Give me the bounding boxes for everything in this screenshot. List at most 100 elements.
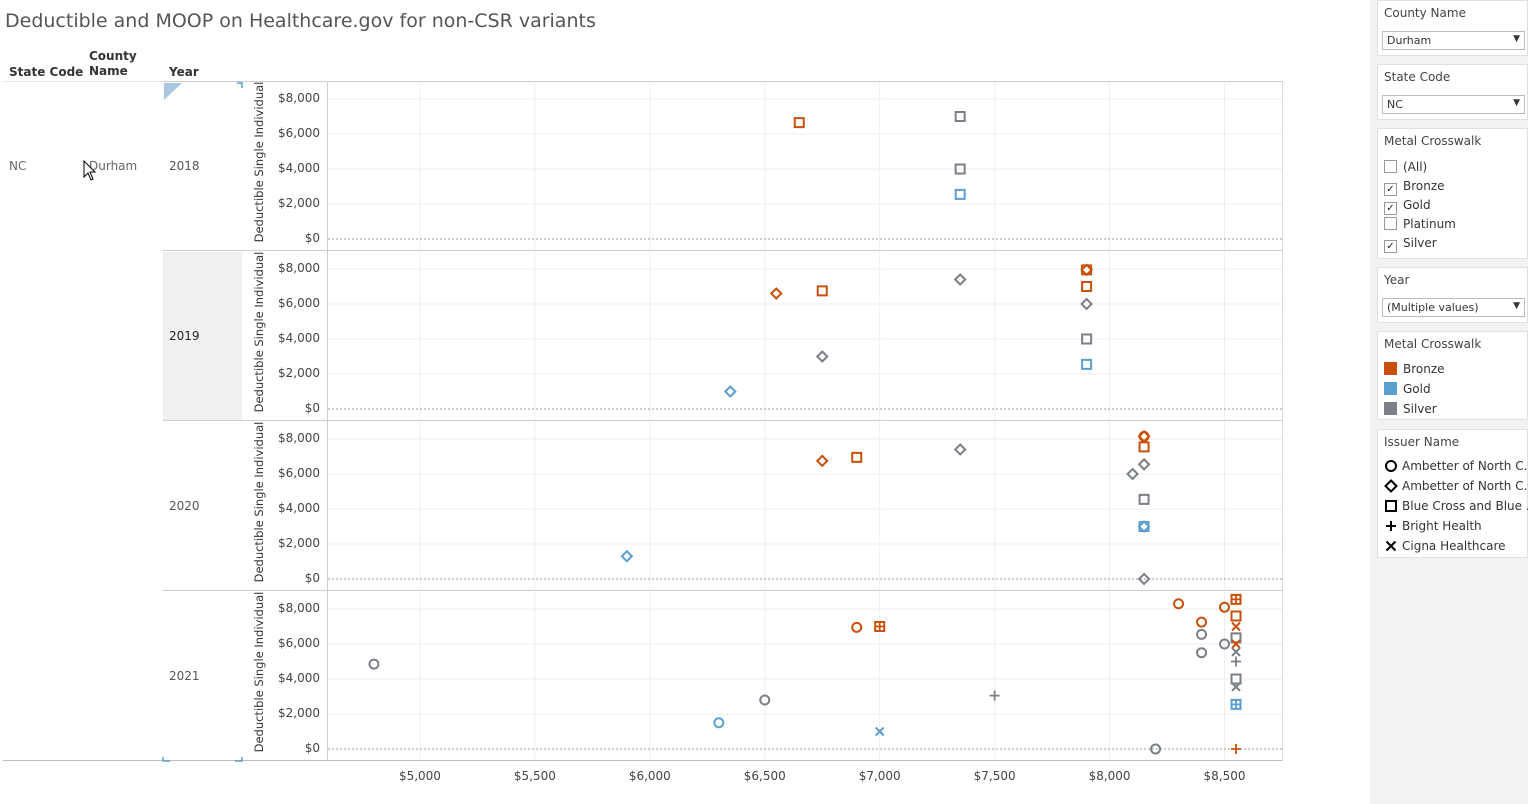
silver-square-point[interactable] xyxy=(954,163,966,175)
silver-plus-point[interactable] xyxy=(989,690,1000,701)
row-county-name[interactable]: Durham xyxy=(89,159,138,173)
row-state-code[interactable]: NC xyxy=(9,159,27,173)
legend-item-issuer-4[interactable]: Bright Health xyxy=(1384,519,1482,537)
checkbox[interactable] xyxy=(1384,217,1397,230)
silver-circle-point[interactable] xyxy=(1196,628,1208,640)
bronze-diamond-point[interactable] xyxy=(769,287,783,300)
metal-option-bronze[interactable]: ✓ Bronze xyxy=(1384,179,1445,197)
y-tick-label: $0 xyxy=(304,741,320,755)
silver-square-point[interactable] xyxy=(1138,493,1150,505)
y-tick-label: $4,000 xyxy=(278,161,320,175)
silver-diamond-point[interactable] xyxy=(953,273,967,286)
checkbox-checked[interactable]: ✓ xyxy=(1384,202,1397,215)
silver-circle-point[interactable] xyxy=(759,694,771,706)
x-tick-label: $8,000 xyxy=(1088,769,1131,783)
legend-item-silver[interactable]: Silver xyxy=(1384,402,1437,420)
checkbox-checked[interactable]: ✓ xyxy=(1384,183,1397,196)
legend-item-issuer-5[interactable]: Cigna Healthcare xyxy=(1384,539,1506,557)
square-shape-icon xyxy=(1385,500,1397,512)
metal-option-gold[interactable]: ✓ Gold xyxy=(1384,198,1431,216)
state-filter-value: NC xyxy=(1387,98,1403,111)
bronze-cross-point[interactable] xyxy=(1231,621,1241,632)
bronze-square-point[interactable] xyxy=(851,451,863,463)
silver-diamond-point[interactable] xyxy=(953,443,967,456)
silver-square-point[interactable] xyxy=(1081,333,1093,345)
bronze-square-point[interactable] xyxy=(1081,281,1093,292)
metal-option-silver[interactable]: ✓ Silver xyxy=(1384,236,1437,254)
silver-diamond-point[interactable] xyxy=(815,350,829,363)
metal-filter-card: Metal Crosswalk (All) ✓ Bronze ✓ Gold Plat… xyxy=(1377,128,1528,259)
bronze-plus-point[interactable] xyxy=(1231,744,1242,754)
silver-circle-point[interactable] xyxy=(1150,743,1162,755)
bronze-plus-point[interactable] xyxy=(1231,594,1242,605)
silver-diamond-point[interactable] xyxy=(1080,297,1094,311)
bronze-square-point[interactable] xyxy=(793,117,805,129)
gold-square-point[interactable] xyxy=(954,188,966,200)
year-filter-dropdown[interactable]: (Multiple values) ▼ xyxy=(1382,298,1525,317)
gold-cross-point[interactable] xyxy=(875,726,885,737)
y-tick-label: $0 xyxy=(304,401,320,415)
year-label-2021[interactable]: 2021 xyxy=(169,669,200,683)
bronze-square-point[interactable] xyxy=(1230,610,1242,622)
checkbox-checked[interactable]: ✓ xyxy=(1384,240,1397,253)
silver-diamond-point[interactable] xyxy=(1137,457,1151,471)
silver-square-point[interactable] xyxy=(1230,632,1242,644)
gold-diamond-point[interactable] xyxy=(723,385,737,398)
silver-circle-point[interactable] xyxy=(368,658,380,670)
bronze-diamond-point[interactable] xyxy=(1080,263,1094,277)
silver-circle-point[interactable] xyxy=(1196,647,1208,659)
gold-swatch xyxy=(1384,382,1397,395)
silver-cross-point[interactable] xyxy=(1231,647,1241,657)
legend-item-bronze[interactable]: Bronze xyxy=(1384,362,1445,380)
state-filter-label: State Code xyxy=(1384,70,1451,84)
year-label-2019[interactable]: 2019 xyxy=(169,329,200,343)
gold-circle-point[interactable] xyxy=(713,717,725,729)
state-filter-dropdown[interactable]: NC ▼ xyxy=(1382,95,1525,114)
gold-square-point[interactable] xyxy=(1081,358,1093,370)
state-filter-card: State Code NC ▼ xyxy=(1377,64,1528,120)
silver-diamond-point[interactable] xyxy=(1137,572,1151,586)
bronze-circle-point[interactable] xyxy=(1173,598,1185,610)
y-tick-label: $2,000 xyxy=(278,366,320,380)
bronze-circle-point[interactable] xyxy=(1219,601,1231,613)
bronze-cross-point[interactable] xyxy=(1231,639,1241,649)
y-tick-label: $4,000 xyxy=(278,671,320,685)
legend-item-issuer-3[interactable]: Blue Cross and Blue .. xyxy=(1384,499,1528,517)
x-tick-label: $5,500 xyxy=(513,769,556,783)
year-label-2020[interactable]: 2020 xyxy=(169,499,200,513)
gold-plus-point[interactable] xyxy=(1231,699,1242,710)
scatter-plot[interactable] xyxy=(0,0,1290,790)
header-county-name[interactable]: County Name xyxy=(89,49,137,79)
legend-item-issuer-2[interactable]: Ambetter of North C.. xyxy=(1384,479,1528,497)
silver-diamond-point[interactable] xyxy=(1126,467,1139,481)
header-state-code[interactable]: State Code xyxy=(9,65,84,79)
issuer-legend-title: Issuer Name xyxy=(1384,435,1460,449)
header-year[interactable]: Year xyxy=(169,65,199,79)
y-tick-label: $8,000 xyxy=(278,261,320,275)
bronze-circle-point[interactable] xyxy=(851,621,863,633)
x-tick-label: $7,500 xyxy=(973,769,1016,783)
county-filter-card: County Name Durham ▼ xyxy=(1377,0,1528,56)
silver-square-point[interactable] xyxy=(954,111,966,122)
county-filter-dropdown[interactable]: Durham ▼ xyxy=(1382,31,1525,50)
page-title: Deductible and MOOP on Healthcare.gov fo… xyxy=(5,10,596,32)
gold-diamond-point[interactable] xyxy=(1137,520,1151,533)
bronze-plus-point[interactable] xyxy=(874,621,885,632)
metal-option-all[interactable]: (All) xyxy=(1384,160,1427,178)
silver-plus-point[interactable] xyxy=(1231,656,1242,667)
legend-item-gold[interactable]: Gold xyxy=(1384,382,1431,400)
bronze-circle-point[interactable] xyxy=(1196,616,1208,628)
silver-circle-point[interactable] xyxy=(1219,638,1231,650)
silver-cross-point[interactable] xyxy=(1231,682,1241,692)
checkbox[interactable] xyxy=(1384,160,1397,173)
silver-square-point[interactable] xyxy=(1230,673,1242,685)
gold-diamond-point[interactable] xyxy=(620,549,634,563)
bronze-square-point[interactable] xyxy=(816,285,828,297)
year-label-2018[interactable]: 2018 xyxy=(169,159,200,173)
bronze-square-point[interactable] xyxy=(1138,441,1150,453)
metal-option-platinum[interactable]: Platinum xyxy=(1384,217,1456,235)
legend-item-issuer-1[interactable]: Ambetter of North C.. xyxy=(1384,459,1528,477)
bronze-diamond-point[interactable] xyxy=(815,454,829,468)
header-county-line1: County xyxy=(89,49,137,63)
x-tick-label: $6,000 xyxy=(628,769,671,783)
